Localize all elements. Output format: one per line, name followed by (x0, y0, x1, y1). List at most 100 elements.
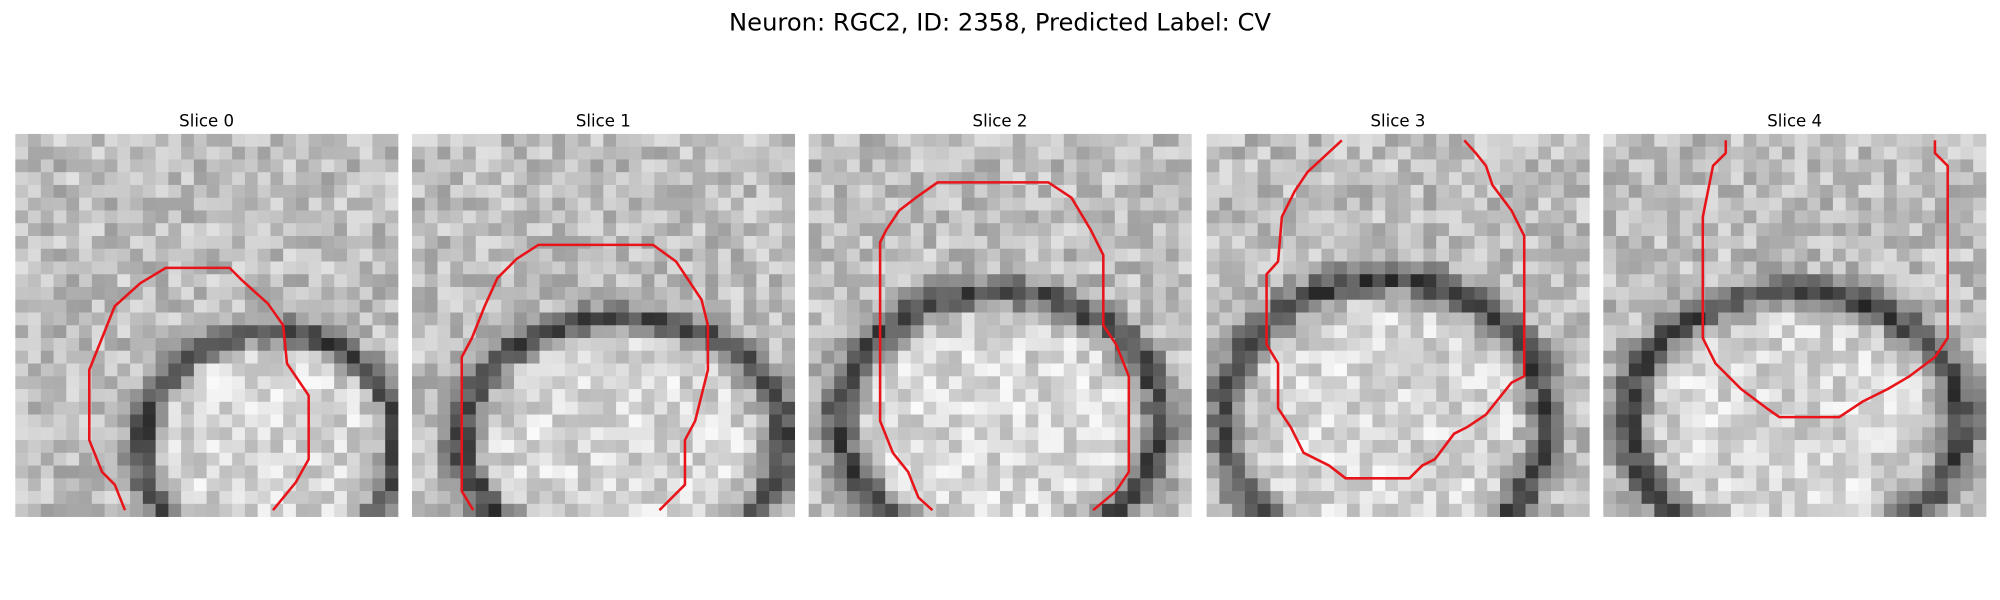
pixel (1538, 261, 1552, 275)
pixel (1448, 465, 1463, 479)
pixel (1794, 172, 1808, 186)
pixel (1781, 503, 1796, 517)
pixel (28, 312, 42, 326)
pixel (948, 491, 963, 505)
pixel (1025, 197, 1039, 211)
pixel (40, 478, 54, 492)
pixel (961, 325, 975, 339)
pixel (577, 478, 591, 492)
pixel (181, 299, 195, 313)
pixel (1025, 363, 1039, 377)
pixel (1730, 235, 1745, 250)
pixel (872, 427, 886, 441)
pixel (1206, 414, 1220, 428)
pixel (1283, 414, 1297, 428)
pixel (104, 452, 118, 466)
pixel (232, 172, 246, 186)
pixel (577, 248, 591, 262)
pixel (1257, 146, 1271, 160)
pixel (130, 338, 144, 352)
pixel (1232, 235, 1246, 250)
pixel (1257, 286, 1271, 301)
pixel (1525, 248, 1539, 262)
pixel (1051, 197, 1065, 211)
pixel (628, 248, 642, 262)
pixel (1692, 350, 1706, 364)
pixel (1140, 325, 1154, 339)
pixel (1436, 286, 1450, 301)
pixel (923, 401, 937, 415)
pixel (743, 210, 757, 224)
pixel (1934, 427, 1949, 441)
pixel (411, 350, 426, 364)
pixel (1679, 248, 1693, 262)
pixel (897, 312, 912, 326)
pixel (1359, 184, 1373, 199)
pixel (808, 184, 822, 199)
pixel (1334, 338, 1348, 352)
pixel (1832, 338, 1847, 352)
pixel (987, 401, 1001, 415)
pixel (130, 376, 144, 390)
pixel (168, 427, 182, 441)
pixel (1487, 503, 1501, 517)
pixel (1973, 248, 1987, 262)
pixel (1718, 427, 1732, 441)
pixel (1769, 363, 1783, 377)
pixel (475, 350, 489, 364)
pixel (1679, 184, 1693, 199)
pixel (910, 274, 924, 288)
pixel (1012, 452, 1026, 466)
pixel (565, 376, 579, 390)
pixel (155, 452, 169, 466)
pixel (910, 172, 924, 186)
pixel (1909, 414, 1923, 428)
pixel (1616, 440, 1630, 454)
pixel (808, 159, 822, 173)
pixel (437, 491, 451, 505)
pixel (1076, 286, 1090, 301)
pixel (628, 440, 642, 454)
pixel (1257, 248, 1271, 262)
pixel (1000, 210, 1014, 224)
pixel (1474, 261, 1488, 275)
pixel (372, 389, 386, 403)
pixel (897, 350, 912, 364)
pixel (1359, 478, 1373, 492)
pixel (1114, 286, 1128, 301)
pixel (1807, 286, 1821, 301)
pixel (411, 440, 426, 454)
pixel (1563, 146, 1577, 160)
pixel (936, 248, 950, 262)
pixel (1973, 465, 1987, 479)
pixel (616, 389, 630, 403)
pixel (667, 414, 681, 428)
pixel (539, 503, 553, 517)
pixel (808, 452, 822, 466)
pixel (1270, 146, 1284, 160)
pixel (104, 223, 118, 237)
pixel (1743, 299, 1757, 313)
pixel (577, 223, 591, 237)
pixel (475, 159, 489, 173)
pixel (1718, 184, 1732, 199)
pixel (346, 440, 361, 454)
pixel (437, 414, 451, 428)
pixel (1603, 350, 1617, 364)
pixel (1372, 223, 1386, 237)
pixel (1641, 197, 1655, 211)
pixel (1654, 338, 1668, 352)
pixel (1551, 452, 1565, 466)
pixel (1102, 363, 1116, 377)
pixel (769, 465, 783, 479)
pixel (359, 452, 373, 466)
pixel (514, 325, 528, 339)
pixel (846, 503, 861, 517)
pixel (948, 440, 963, 454)
pixel (1474, 325, 1488, 339)
pixel (1603, 465, 1617, 479)
pixel (1679, 325, 1693, 339)
pixel (539, 478, 553, 492)
pixel (679, 465, 693, 479)
pixel (1512, 184, 1526, 199)
